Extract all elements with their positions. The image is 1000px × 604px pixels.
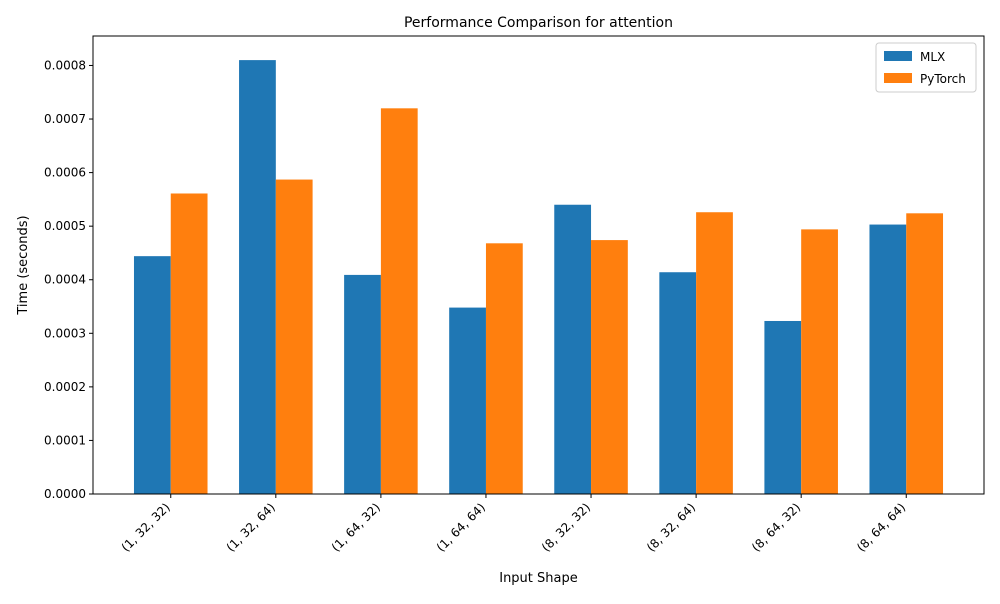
y-tick-label: 0.0008 — [44, 58, 86, 72]
bars-layer — [133, 60, 944, 495]
x-tick-label: (8, 64, 32) — [749, 500, 803, 554]
y-tick-label: 0.0007 — [44, 112, 86, 126]
x-tick-label: (8, 32, 64) — [644, 500, 698, 554]
bar-pytorch-0 — [170, 193, 208, 494]
x-tick-label: (1, 64, 64) — [434, 500, 488, 554]
y-tick-label: 0.0000 — [44, 487, 86, 501]
legend: MLX PyTorch — [875, 42, 977, 93]
legend-label-mlx: MLX — [920, 50, 945, 64]
bar-pytorch-1 — [275, 179, 313, 494]
legend-swatch-pytorch — [884, 73, 912, 83]
y-tick-label: 0.0004 — [44, 273, 86, 287]
y-tick-label: 0.0003 — [44, 326, 86, 340]
legend-swatch-mlx — [884, 51, 912, 61]
y-tick-label: 0.0006 — [44, 166, 86, 180]
bar-pytorch-4 — [591, 240, 628, 494]
bar-mlx-3 — [449, 307, 486, 494]
plot-frame — [92, 35, 985, 495]
y-tick-label: 0.0001 — [44, 433, 86, 447]
bar-mlx-0 — [133, 256, 171, 494]
x-tick-label: (1, 32, 32) — [119, 500, 173, 554]
bar-mlx-7 — [869, 224, 907, 494]
bar-mlx-5 — [659, 272, 697, 494]
bar-pytorch-3 — [485, 243, 523, 494]
bar-mlx-2 — [344, 274, 381, 494]
x-tick-label: (8, 64, 64) — [854, 500, 908, 554]
bar-mlx-4 — [554, 204, 592, 494]
bar-pytorch-7 — [906, 213, 944, 494]
legend-label-pytorch: PyTorch — [920, 72, 966, 86]
x-axis-label: Input Shape — [499, 571, 578, 586]
bar-mlx-1 — [239, 60, 276, 495]
bar-pytorch-2 — [380, 108, 418, 494]
chart-title: Performance Comparison for attention — [404, 15, 673, 31]
bar-pytorch-5 — [696, 212, 733, 494]
x-axis: (1, 32, 32) (1, 32, 64) (1, 64, 32) (1, 64,… — [119, 494, 908, 555]
bar-pytorch-6 — [801, 229, 838, 494]
y-tick-label: 0.0002 — [44, 380, 86, 394]
y-tick-label: 0.0005 — [44, 219, 86, 233]
bar-mlx-6 — [764, 320, 802, 494]
y-axis: 0.0000 0.0001 0.0002 0.0003 0.0004 0.0005 0.00… — [44, 58, 93, 501]
x-tick-label: (1, 64, 32) — [329, 500, 383, 554]
y-axis-label: Time (seconds) — [16, 215, 31, 315]
x-tick-label: (8, 32, 32) — [539, 500, 593, 554]
x-tick-label: (1, 32, 64) — [224, 500, 278, 554]
